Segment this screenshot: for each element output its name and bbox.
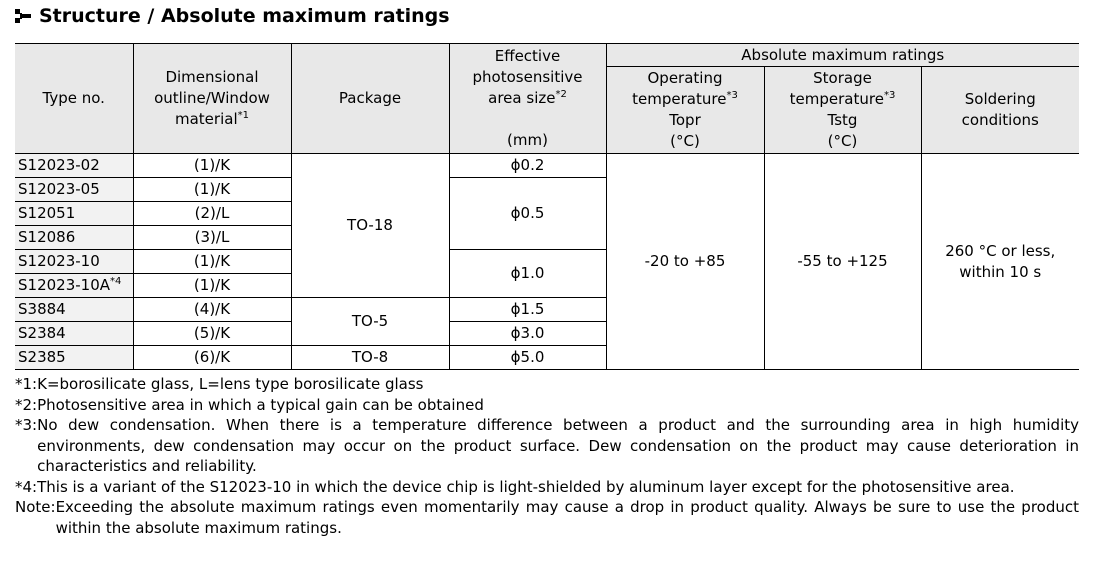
ratings-table: Type no. Dimensional outline/Window mate… [15,43,1079,370]
table-row: S12086 (3)/L [15,225,1079,250]
header-soldering: Soldering conditions [920,66,1079,154]
operating-temp-cell: -20 to +85 [605,153,765,370]
storage-temp-cell: -55 to +125 [763,153,922,370]
area-cell: ϕ0.5 [448,177,606,250]
section-title: Structure / Absolute maximum ratings [15,5,450,27]
dim-cell: (5)/K [132,321,292,346]
table-row: S12023-02 (1)/K TO-18 ϕ0.2 -20 to +85 -5… [15,153,1079,370]
footnote: *4: This is a variant of the S12023-10 i… [15,477,1015,496]
header-package: Package [290,43,450,154]
footnote: *2: Photosensitive area in which a typic… [15,395,484,414]
area-cell: ϕ3.0 [448,321,606,346]
section-bullet-icon [15,9,31,23]
area-cell: ϕ0.2 [448,153,607,178]
type-cell: S12023-05 [15,177,134,202]
dim-cell: (2)/L [132,201,291,226]
package-cell: TO-18 [290,153,450,298]
type-cell: S12023-10 [15,249,134,274]
type-cell: S12051 [15,201,134,226]
type-cell: S2384 [15,321,134,346]
dim-cell: (1)/K [132,177,292,202]
table-row: S12023-05 (1)/K ϕ0.5 [15,177,1079,250]
footnotes: *1: K=borosilicate glass, L=lens type bo… [15,374,1079,538]
table-row: S3884 (4)/K TO-5 ϕ1.5 [15,297,1079,346]
area-cell: ϕ5.0 [448,345,606,370]
package-cell: TO-5 [290,297,450,346]
area-cell: ϕ1.0 [448,249,606,298]
footnote: *3: No dew condensation. When there is a… [15,416,1079,475]
header-storage-temp: Storage temperature*3 Tstg (°C) [763,66,922,154]
table-row: S2385 (6)/K TO-8 ϕ5.0 [15,345,1079,370]
header-operating-temp: Operating temperature*3 Topr (°C) [606,66,765,154]
soldering-cell: 260 °C or less, within 10 s [920,153,1079,370]
note: Note: Exceeding the absolute maximum rat… [15,498,1079,537]
type-cell: S12023-10A*4 [15,273,134,298]
header-absolute-max: Absolute maximum ratings [605,43,1079,67]
table-row: S12023-10 (1)/K ϕ1.0 [15,249,1079,298]
dim-cell: (3)/L [132,225,291,250]
dim-cell: (6)/K [132,345,292,370]
dim-cell: (4)/K [132,297,292,322]
dim-cell: (1)/K [132,273,291,298]
header-effective-area: Effective photosensitive area size*2 (mm) [448,43,607,154]
footnote: *1: K=borosilicate glass, L=lens type bo… [15,375,424,393]
type-cell: S12023-02 [15,153,134,178]
area-cell: ϕ1.5 [448,297,606,322]
table-row: S12051 (2)/L [15,201,1079,226]
table-row: S12023-10A*4 (1)/K [15,273,1079,298]
package-cell: TO-8 [290,345,450,370]
type-cell: S2385 [15,345,134,370]
type-cell: S3884 [15,297,134,322]
header-dimensional: Dimensional outline/Window material*1 [132,43,292,154]
header-type-no: Type no. [15,43,134,154]
dim-cell: (1)/K [132,153,292,178]
type-cell: S12086 [15,225,134,250]
table-row: S2384 (5)/K ϕ3.0 [15,321,1079,346]
dim-cell: (1)/K [132,249,292,274]
